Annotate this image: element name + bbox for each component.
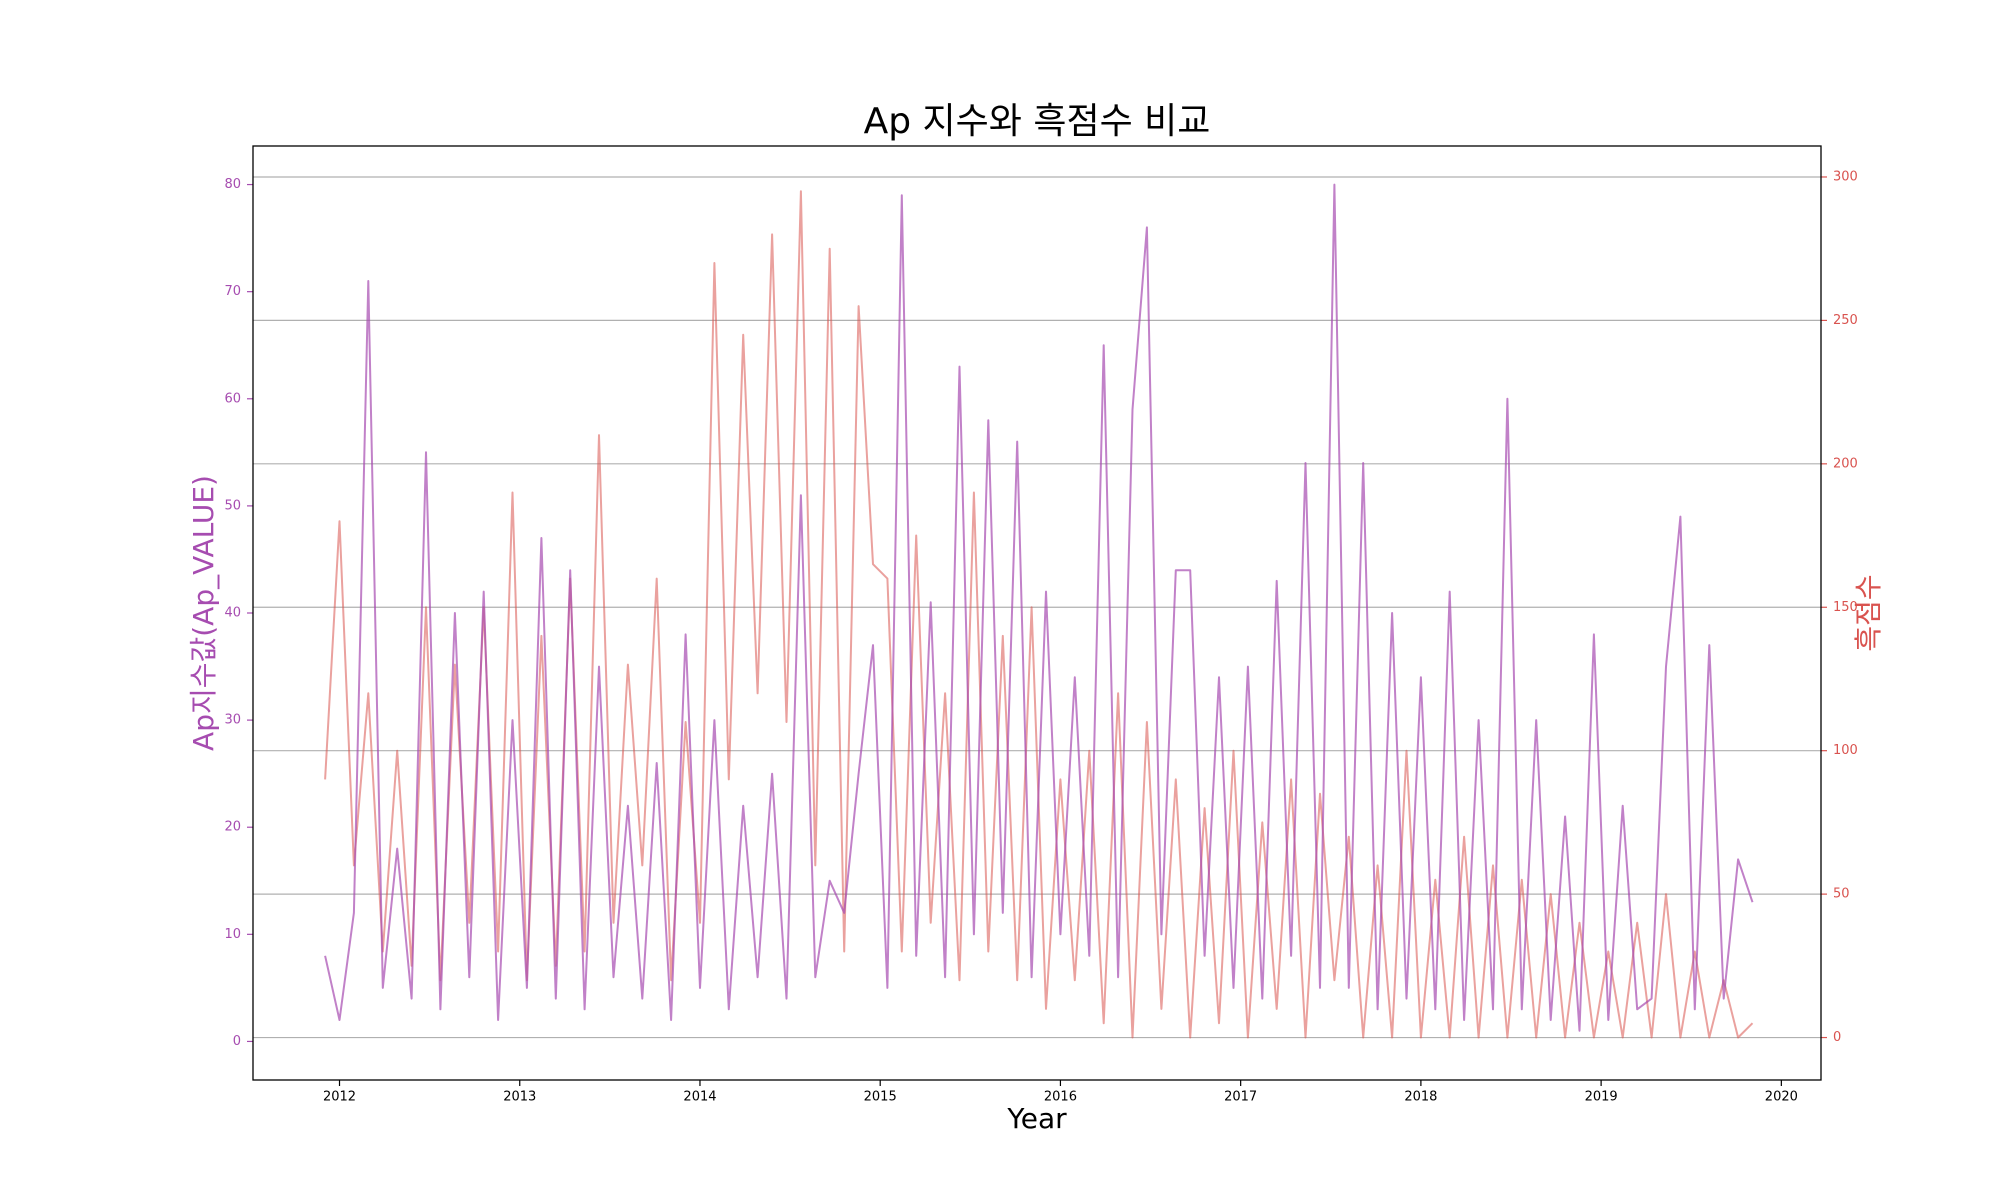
x-tick-label: 2018 (1404, 1090, 1437, 1105)
y2-axis-label: 흑점수 (1852, 574, 1885, 651)
y-tick-label: 70 (224, 284, 241, 299)
x-tick-label: 2012 (323, 1090, 356, 1105)
y2-tick-label: 100 (1833, 743, 1858, 758)
x-tick-label: 2017 (1224, 1090, 1257, 1105)
x-tick-label: 2014 (683, 1090, 716, 1105)
y-tick-label: 0 (233, 1034, 241, 1049)
y2-tick-label: 150 (1833, 600, 1858, 615)
y2-tick-label: 0 (1833, 1030, 1841, 1045)
plot-frame (252, 145, 1822, 1081)
y-tick-label: 80 (224, 177, 241, 192)
y2-tick-label: 300 (1833, 169, 1858, 184)
x-tick-label: 2016 (1044, 1090, 1077, 1105)
chart-title: Ap 지수와 흑점수 비교 (864, 101, 1211, 142)
x-tick-label: 2020 (1765, 1090, 1798, 1105)
y-tick-label: 20 (224, 820, 241, 835)
y-tick-label: 30 (224, 713, 241, 728)
y-axis-label: Ap지수값(Ap_VALUE) (187, 475, 220, 751)
y2-tick-label: 250 (1833, 313, 1858, 328)
series-line (324, 183, 1754, 1032)
x-tick-label: 2019 (1585, 1090, 1618, 1105)
y2-tick-label: 50 (1833, 887, 1850, 902)
x-axis-label: Year (1006, 1102, 1067, 1135)
y-tick-label: 50 (224, 498, 241, 513)
x-tick-label: 2015 (864, 1090, 897, 1105)
y2-tick-label: 200 (1833, 456, 1858, 471)
y-tick-label: 60 (224, 391, 241, 406)
y-tick-label: 10 (224, 927, 241, 942)
x-tick-label: 2013 (503, 1090, 536, 1105)
y-tick-label: 40 (224, 606, 241, 621)
